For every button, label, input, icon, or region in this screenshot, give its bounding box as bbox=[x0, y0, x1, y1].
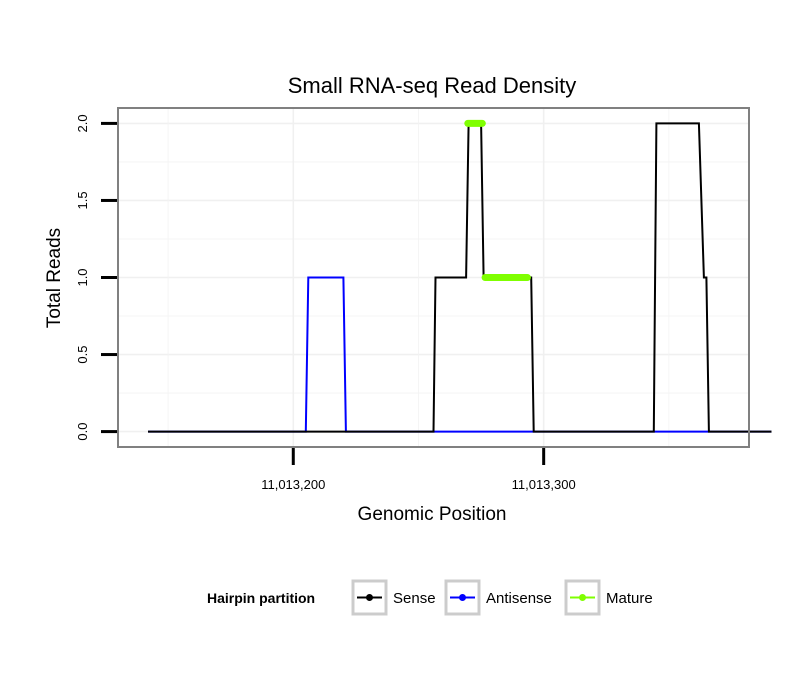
legend-swatch-dot-sense bbox=[366, 594, 373, 601]
y-tick-label: 0.0 bbox=[75, 423, 90, 441]
y-tick-label: 1.5 bbox=[75, 191, 90, 209]
legend: Hairpin partition Sense Antisense Mature bbox=[207, 579, 653, 616]
y-tick-label: 1.0 bbox=[75, 268, 90, 286]
legend-swatch-dot-mature bbox=[579, 594, 586, 601]
data-series bbox=[148, 119, 772, 433]
legend-key-mature bbox=[564, 579, 601, 616]
y-axis-title: Total Reads bbox=[44, 228, 65, 328]
legend-label-sense: Sense bbox=[393, 590, 436, 607]
legend-label-mature: Mature bbox=[606, 590, 653, 607]
x-axis-title: Genomic Position bbox=[358, 504, 507, 525]
legend-label-antisense: Antisense bbox=[486, 590, 552, 607]
x-tick-label: 11,013,200 bbox=[261, 477, 325, 492]
y-tick-label: 0.5 bbox=[75, 346, 90, 364]
y-axis: 0.0 0.5 1.0 1.5 2.0 bbox=[75, 114, 117, 441]
legend-title: Hairpin partition bbox=[207, 590, 315, 606]
chart-title: Small RNA-seq Read Density bbox=[288, 73, 577, 98]
x-tick-label: 11,013,300 bbox=[512, 477, 576, 492]
legend-swatch-dot-antisense bbox=[459, 594, 466, 601]
y-tick-label: 2.0 bbox=[75, 114, 90, 132]
plot-border bbox=[117, 107, 750, 448]
x-axis: 11,013,200 11,013,300 bbox=[261, 448, 576, 492]
